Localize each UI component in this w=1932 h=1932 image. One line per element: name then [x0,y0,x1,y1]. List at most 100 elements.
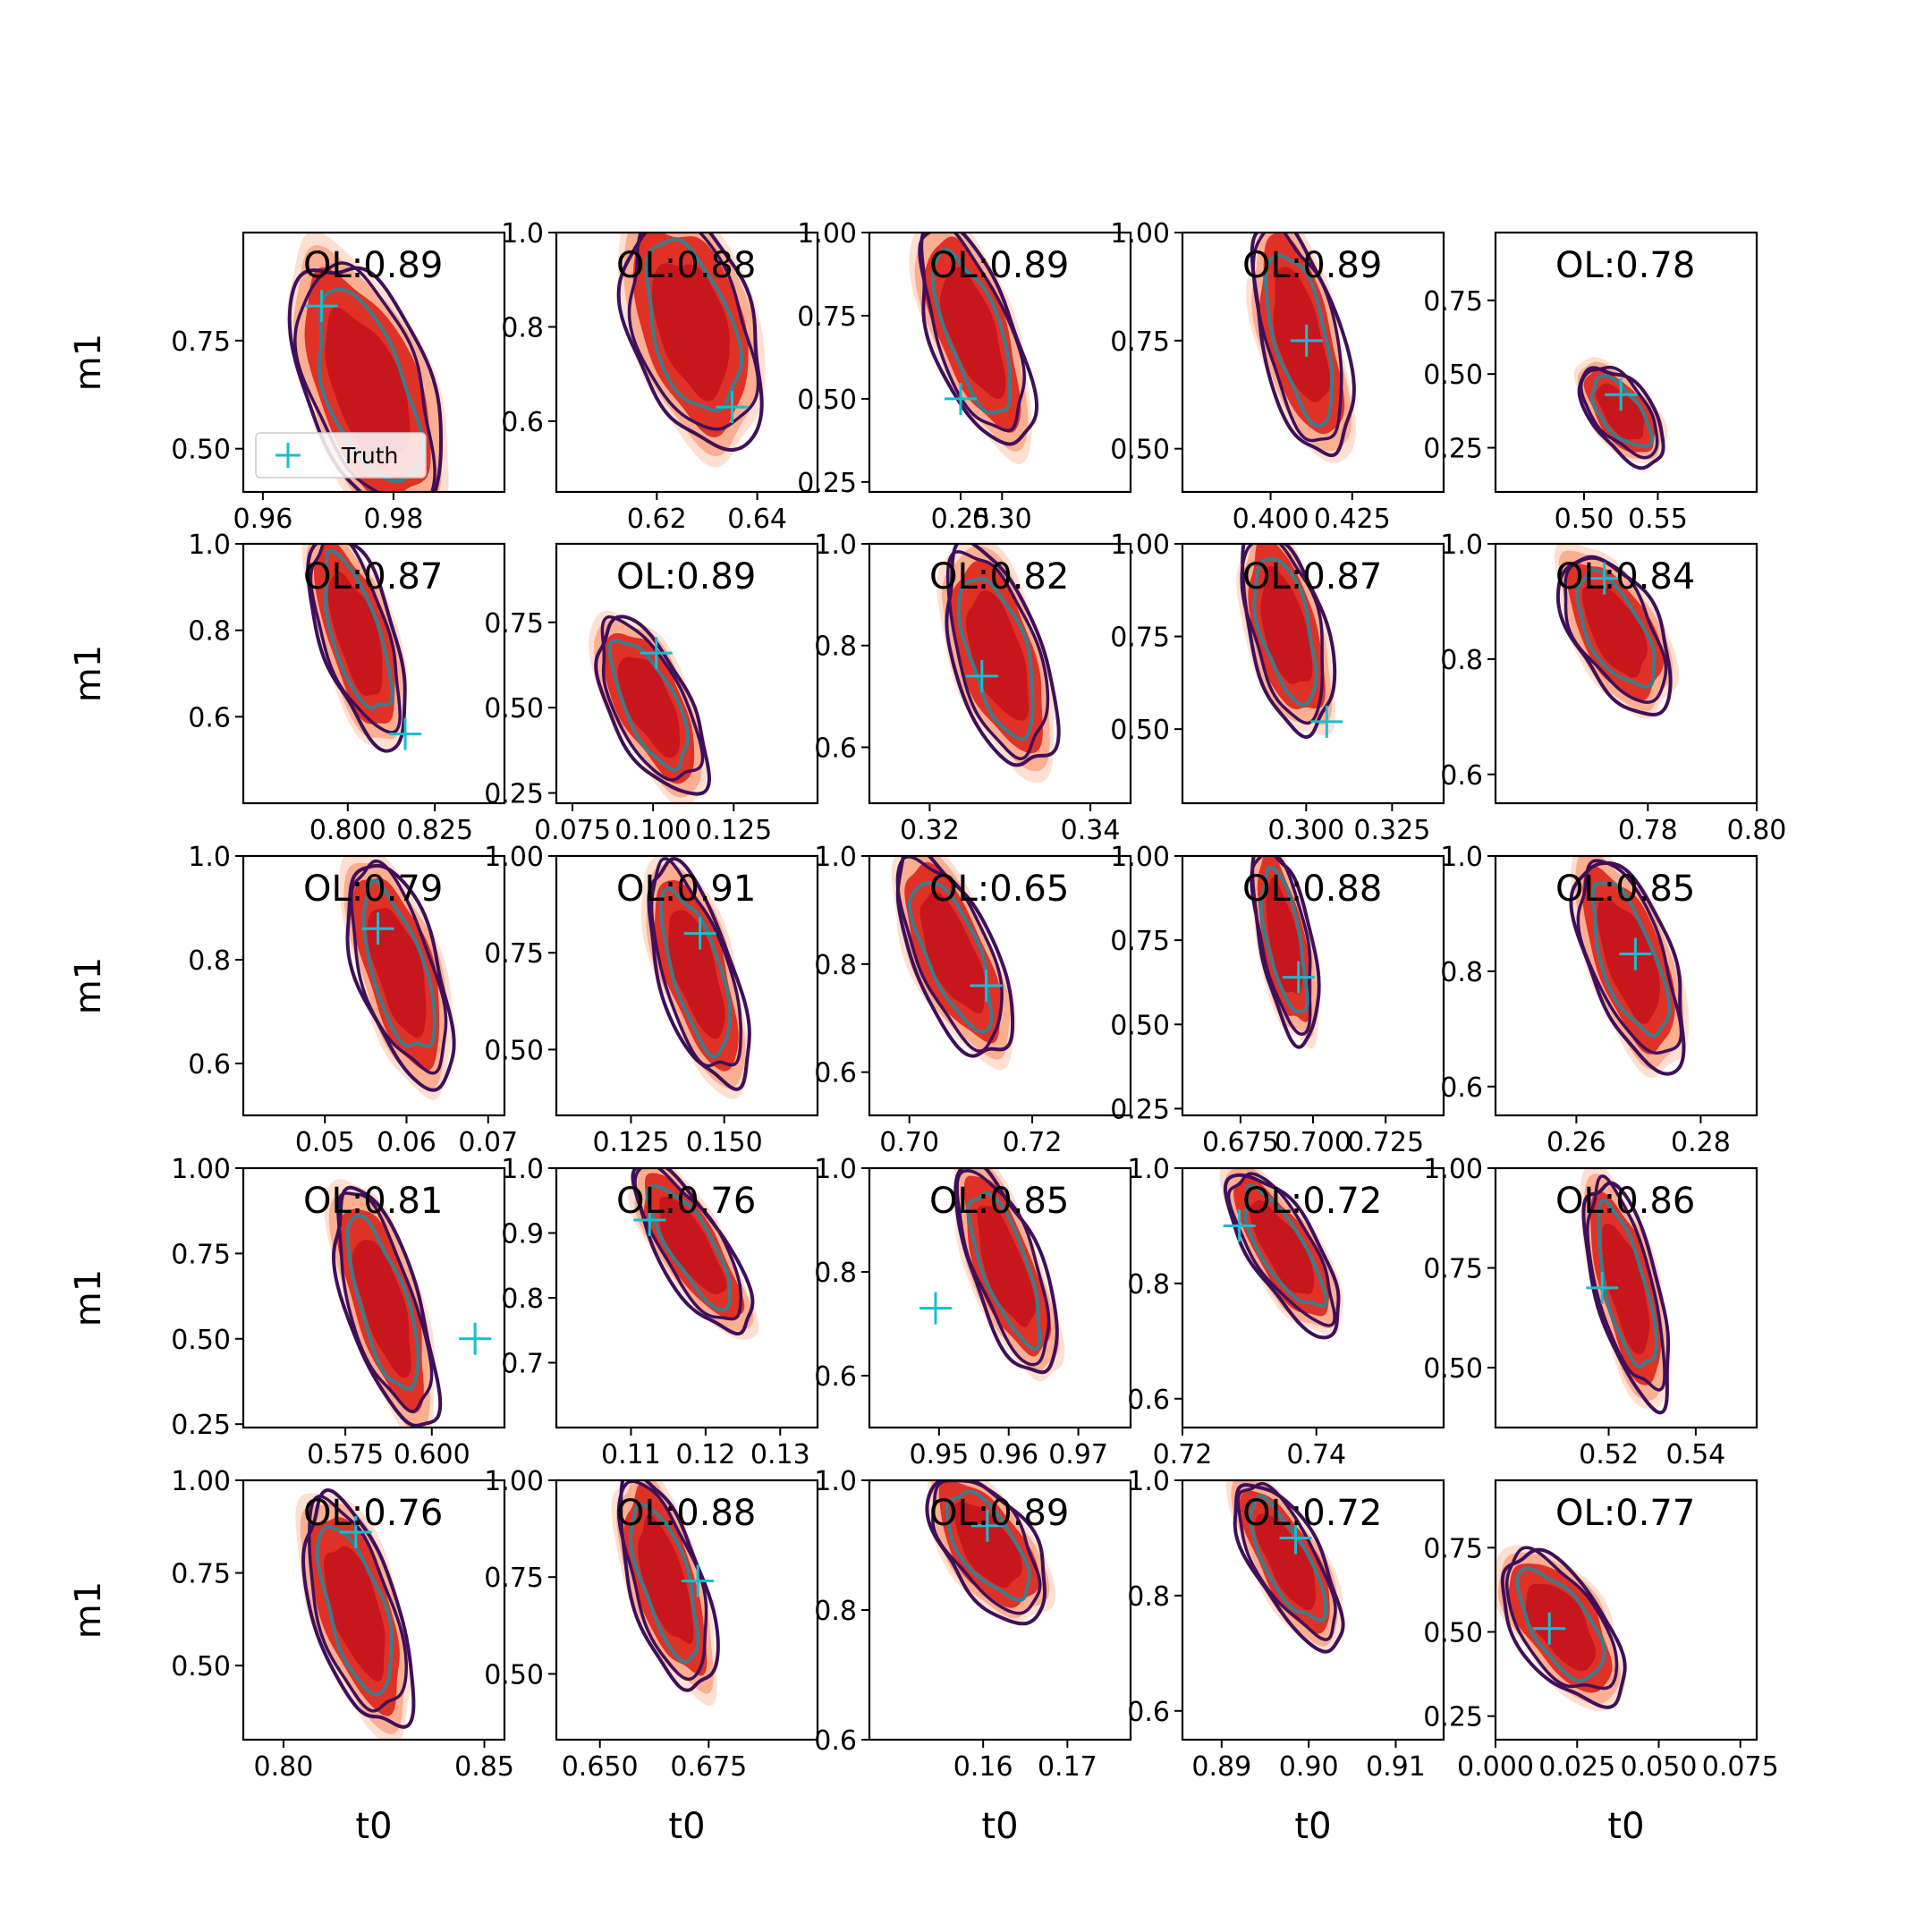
legend-box [255,432,427,479]
subplot-r3-c2: 0.125 0.150 0.50 0.75 1.00 OL:0.91 [484,842,819,1158]
truth-marker [339,1516,372,1548]
contour-outer-2 [895,856,1004,1053]
density-fill-dark [352,1240,411,1378]
truth-marker [683,917,716,950]
y-tick-label: 0.75 [1423,1254,1483,1285]
overlap-label: OL:0.89 [929,1493,1069,1534]
contour-inner [1589,373,1655,448]
y-tick-label: 0.8 [188,945,231,977]
subplot-r2-c2: 0.075 0.100 0.125 0.25 0.50 0.75 OL:0.89 [484,542,819,846]
axes-frame [1181,231,1445,494]
truth-marker [919,1292,952,1325]
overlap-label: OL:0.72 [1242,1493,1382,1534]
y-tick-label: 0.8 [1127,1269,1170,1301]
truth-marker [1290,324,1323,357]
contour-outer [631,1168,755,1336]
overlap-label: OL:0.65 [929,869,1069,910]
density-fill-dark [1597,897,1660,1024]
y-tick-label: 0.75 [484,938,544,970]
x-tick-label: 0.80 [254,1751,314,1783]
axes-frame [868,1166,1132,1429]
contour-outer [895,856,1015,1058]
density-fill-dark [325,307,411,469]
x-tick-label: 0.825 [396,815,473,846]
density-fill-dark [977,1205,1037,1327]
truth-marker [1588,562,1621,595]
contour-outer [301,1488,416,1729]
axes-frame [242,231,506,494]
contour-outer-2 [1250,856,1312,1037]
contour-outer-2 [918,233,1026,433]
density-area [589,610,711,803]
x-tick-label: 0.55 [1628,504,1688,535]
subplot-r4-c2: 0.11 0.12 0.13 0.7 0.8 0.9 1.0 OL:0.76 [501,1154,819,1470]
x-tick-label: 0.64 [727,504,787,535]
overlap-label: OL:0.86 [1555,1181,1695,1222]
x-tick-label: 0.575 [307,1439,384,1470]
x-tick-label: 0.07 [458,1127,518,1158]
density-area [1569,856,1690,1078]
axes-frame [1181,1166,1445,1429]
density-area [628,1168,759,1340]
subplot-r1-c4: 0.400 0.425 0.50 0.75 1.00 OL:0.89 [1110,218,1445,535]
contour-inner [629,1502,700,1665]
density-area [616,233,766,468]
y-tick-label: 0.50 [171,1325,231,1356]
y-tick-label: 0.25 [484,779,544,810]
axes-frame [555,854,819,1117]
overlap-label: OL:0.87 [303,556,443,597]
truth-marker [1605,378,1638,411]
y-tick-label: 0.75 [1110,926,1170,957]
contour-outer [945,544,1061,767]
axes-frame [242,854,506,1117]
y-tick-label: 0.25 [797,468,857,499]
truth-marker [1279,1521,1312,1555]
contour-outer [1241,544,1337,740]
contour-inner [1574,568,1657,690]
x-tick-label: 0.74 [1286,1439,1346,1470]
overlap-label: OL:0.81 [303,1181,443,1222]
overlap-label: OL:0.79 [303,869,443,910]
contour-outer-2 [309,544,402,734]
y-tick-label: 0.8 [814,1258,857,1289]
truth-marker [716,391,749,424]
contour-outer-2 [1576,859,1683,1055]
subplot-r5-c2: 0.650 0.675 0.50 0.75 1.00 OL:0.88 t0 [484,1466,819,1847]
x-tick-label: 0.97 [1048,1439,1108,1470]
y-tick-label: 0.50 [484,1659,544,1690]
density-area [891,856,1016,1071]
density-area [1554,544,1680,719]
contour-outer-2 [945,550,1050,760]
y-tick-label: 1.00 [797,218,857,250]
contour-inner [345,1214,420,1392]
density-fill-dark [1254,1513,1317,1611]
contour-inner [361,878,436,1048]
y-tick-label: 1.00 [1110,842,1170,873]
overlap-label: OL:0.76 [616,1181,756,1222]
density-fill-dark [323,1546,386,1682]
density-area [1246,233,1357,463]
axes-frame [555,231,819,494]
overlap-label: OL:0.82 [929,556,1069,597]
contour-inner [315,1525,394,1697]
truth-marker [1619,937,1652,970]
contour-outer [1250,233,1356,458]
y-tick-label: 0.50 [484,693,544,724]
x-tick-label: 0.11 [601,1439,661,1470]
x-tick-label: 0.075 [1702,1751,1779,1783]
density-area [295,1488,416,1740]
y-tick-label: 1.00 [484,842,544,873]
x-tick-label: 0.06 [377,1127,436,1158]
overlap-label: OL:0.78 [1555,245,1695,286]
y-tick-label: 0.50 [797,385,857,416]
x-tick-label: 0.16 [953,1751,1013,1783]
subplot-r2-c4: 0.300 0.325 0.50 0.75 1.00 OL:0.87 [1110,530,1445,846]
axes-frame [868,542,1132,805]
subplot-r3-c3: 0.70 0.72 0.6 0.8 1.0 OL:0.65 [814,842,1132,1158]
x-tick-label: 0.91 [1366,1751,1426,1783]
subplot-r5-c1: 0.80 0.85 0.50 0.75 1.00 OL:0.76 m1 t0 [68,1466,514,1847]
contour-inner [1597,1198,1658,1369]
x-tick-label: 0.72 [1003,1127,1063,1158]
density-area [640,856,751,1099]
y-tick-label: 0.50 [1423,1353,1483,1385]
